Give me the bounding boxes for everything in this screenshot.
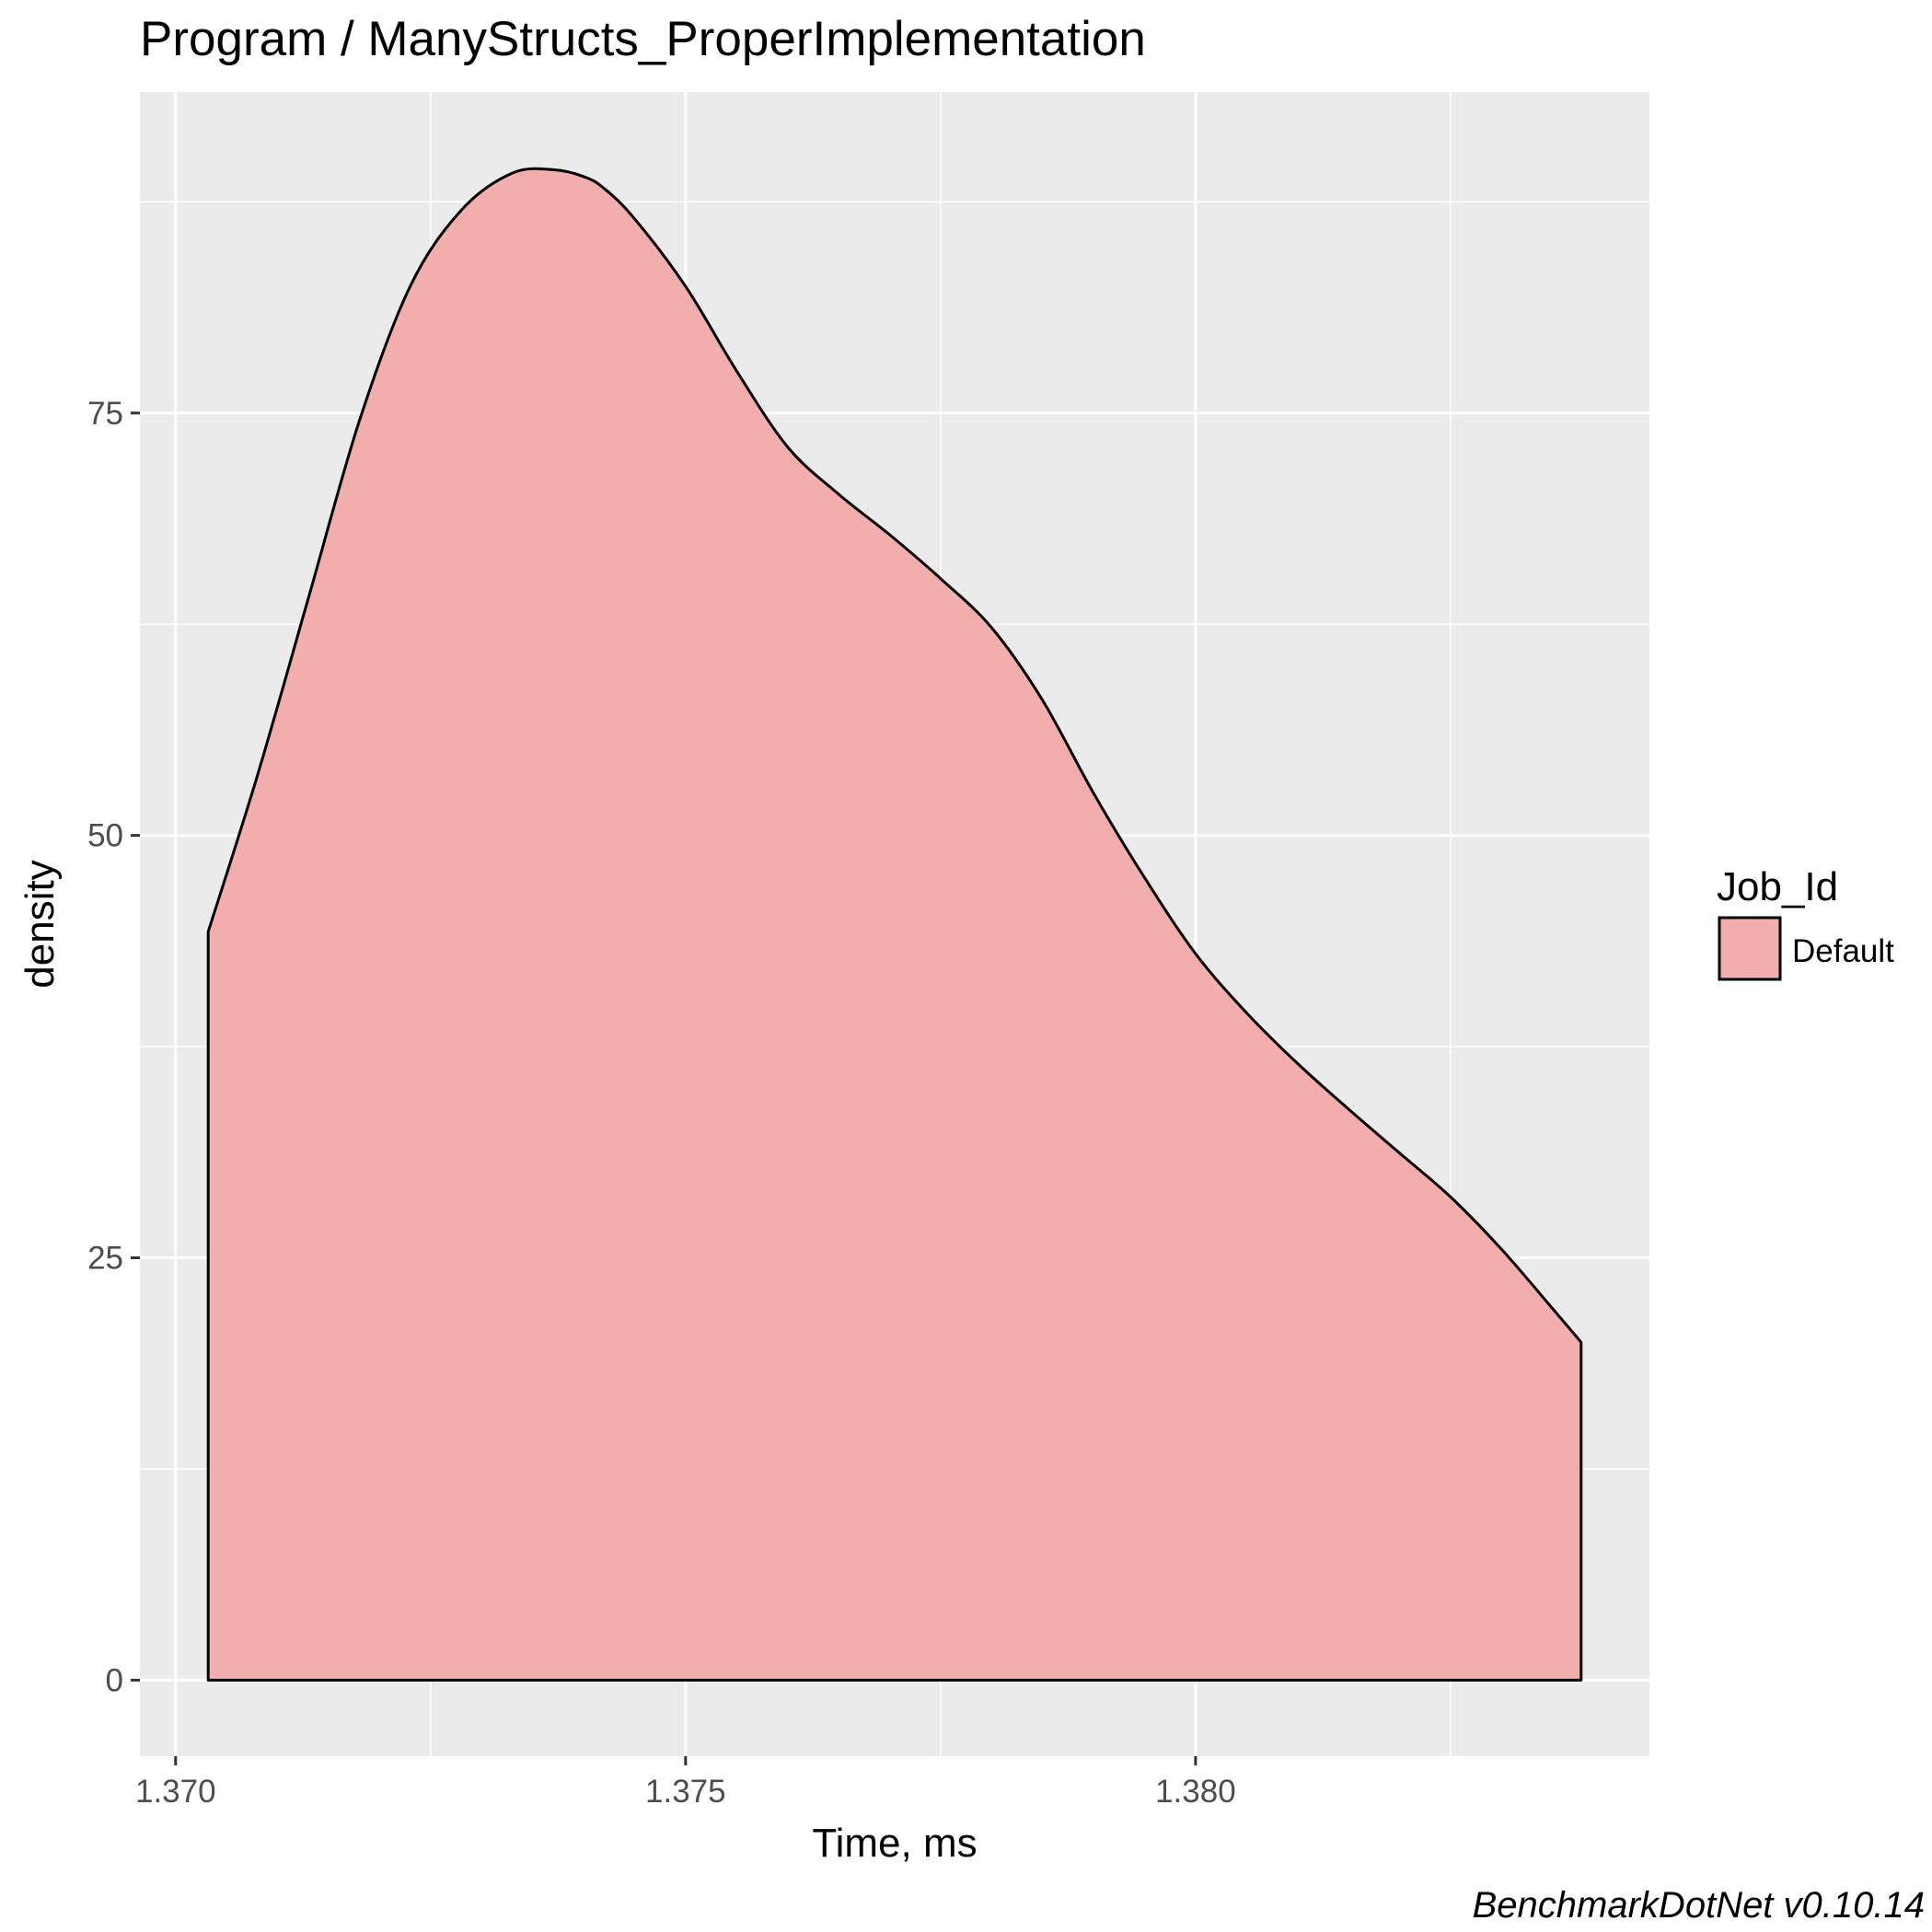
y-axis-title: density	[17, 860, 63, 988]
x-tick-label-2: 1.380	[1155, 1774, 1236, 1810]
density-area-default	[206, 167, 1583, 1682]
x-tick-label-0: 1.370	[135, 1774, 216, 1810]
y-tick-label-2: 50	[87, 818, 123, 854]
y-tick-label-3: 75	[87, 396, 123, 432]
density-series	[206, 167, 1583, 1682]
legend-label-default: Default	[1792, 933, 1894, 969]
y-tick-label-0: 0	[106, 1662, 123, 1698]
legend: Job_Id Default	[1717, 864, 1894, 981]
x-axis-title: Time, ms	[812, 1821, 977, 1866]
legend-key-default	[1718, 916, 1782, 981]
legend-title: Job_Id	[1717, 864, 1838, 909]
footer-caption: BenchmarkDotNet v0.10.14	[1473, 1885, 1925, 1926]
axis-ticks	[131, 411, 1197, 1765]
chart-title: Program / ManyStructs_ProperImplementati…	[140, 12, 1146, 66]
x-tick-label-1: 1.375	[645, 1774, 726, 1810]
y-tick-label-1: 25	[87, 1241, 123, 1277]
axis-tick-labels: 1.370 1.375 1.380 0 25 50 75	[87, 396, 1236, 1810]
